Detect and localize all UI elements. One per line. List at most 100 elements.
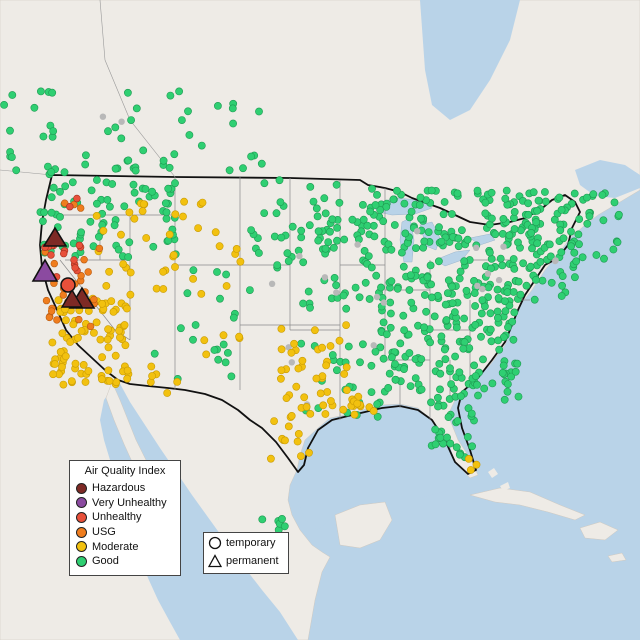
legend-item-label: Hazardous [92, 482, 146, 495]
good-station [453, 417, 462, 425]
good-station [397, 248, 406, 257]
legend-item-very-unhealthy: Very Unhealthy [70, 496, 180, 511]
good-station [546, 252, 555, 261]
moderate-station [353, 399, 362, 408]
moderate-station [105, 377, 114, 385]
good-station [401, 229, 410, 238]
good-station [148, 187, 156, 196]
no-data-station [495, 276, 503, 284]
no-data-station [296, 252, 303, 260]
no-data-station [288, 359, 295, 366]
legend-item-permanent: permanent [204, 553, 288, 569]
good-station [455, 368, 464, 377]
moderate-station [61, 352, 70, 361]
moderate-station [117, 230, 125, 239]
moderate-station [138, 207, 147, 215]
good-station [170, 150, 179, 159]
good-station [216, 294, 224, 303]
good-station [487, 337, 496, 346]
canada-border [0, 0, 176, 178]
moderate-station [318, 343, 326, 352]
good-station [131, 166, 140, 175]
moderate-station [165, 230, 174, 239]
good-station [223, 348, 232, 357]
good-station [480, 384, 489, 393]
good-station [454, 234, 463, 243]
usg-station [77, 272, 85, 280]
no-data-station [373, 293, 381, 301]
moderate-station [202, 350, 211, 359]
good-station [384, 383, 393, 392]
good-station [400, 365, 408, 373]
good-station [30, 103, 39, 112]
good-station [149, 242, 158, 251]
moderate-station [171, 210, 180, 219]
good-station [423, 273, 432, 282]
good-station [498, 229, 507, 238]
usg-station [53, 316, 61, 324]
moderate-station [104, 366, 113, 375]
good-station [463, 235, 472, 244]
good-station [441, 355, 450, 364]
good-station [197, 141, 206, 150]
good-station [306, 182, 315, 191]
moderate-station [296, 452, 305, 460]
good-station [435, 359, 444, 368]
good-station [502, 186, 511, 195]
good-station [329, 243, 338, 252]
moderate-station [125, 208, 134, 217]
moderate-station [66, 338, 75, 346]
good-station [547, 278, 556, 287]
good-station [500, 297, 509, 305]
good-station [213, 102, 222, 110]
moderate-station [173, 377, 182, 386]
moderate-station [277, 324, 286, 333]
good-station [371, 347, 380, 356]
moderate-station [98, 353, 106, 362]
legend-item-label: Moderate [92, 540, 139, 553]
good-station [366, 207, 374, 216]
moderate-station [98, 375, 106, 384]
usg-station [95, 244, 104, 253]
good-station [417, 355, 426, 363]
good-station [40, 208, 48, 217]
good-station [415, 201, 424, 209]
good-station [509, 335, 518, 344]
good-station [559, 234, 568, 243]
good-station [183, 289, 192, 298]
unhealthy-station [47, 251, 55, 259]
good-station [386, 323, 395, 332]
no-data-station [474, 282, 481, 289]
good-station [417, 214, 425, 223]
good-station [321, 209, 330, 218]
moderate-station [200, 336, 209, 345]
good-station [399, 262, 408, 271]
good-station [219, 340, 228, 349]
good-station [479, 355, 487, 364]
good-station [592, 251, 601, 259]
legend-item-unhealthy: Unhealthy [70, 510, 180, 525]
good-station [39, 132, 48, 141]
no-data-station [99, 113, 107, 120]
good-station [510, 225, 519, 233]
good-station [229, 313, 238, 322]
legend-item-hazardous: Hazardous [70, 481, 180, 496]
good-station [247, 152, 255, 161]
good-station [493, 313, 502, 322]
good-station [463, 432, 472, 441]
good-station [130, 188, 139, 197]
good-station [420, 323, 428, 332]
good-station [47, 193, 56, 202]
good-station [210, 346, 219, 354]
good-station [571, 273, 579, 282]
good-station [567, 227, 575, 236]
moderate-station [335, 336, 344, 345]
legend-item-good: Good [70, 554, 180, 569]
good-station [578, 253, 587, 262]
good-station [436, 369, 445, 378]
legend-item-moderate: Moderate [70, 539, 180, 554]
moderate-station [51, 360, 59, 368]
no-data-station [118, 118, 125, 125]
good-station [299, 258, 308, 267]
legend-item-temporary: temporary [204, 535, 288, 551]
